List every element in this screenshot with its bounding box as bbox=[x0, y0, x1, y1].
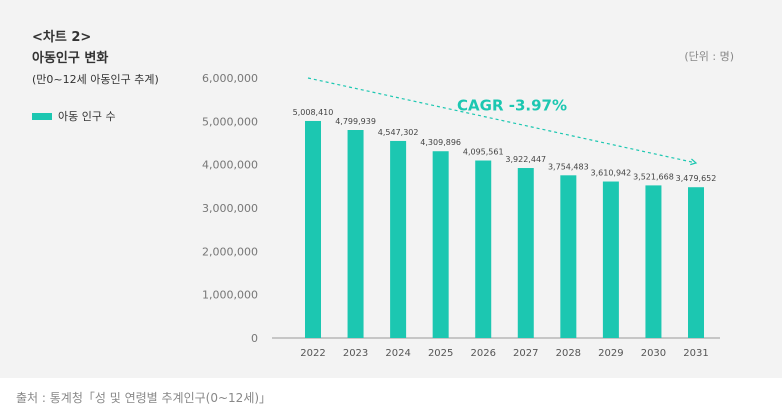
data-label: 4,547,302 bbox=[378, 128, 419, 137]
data-label: 4,095,561 bbox=[463, 148, 504, 157]
cagr-label: CAGR -3.97% bbox=[457, 96, 567, 114]
data-label: 3,521,668 bbox=[633, 172, 674, 181]
bar-chart: 0 1,000,000 2,000,000 3,000,000 4,000,000 5,0… bbox=[202, 72, 720, 359]
y-tick-label: 0 bbox=[251, 332, 258, 345]
data-label: 4,309,896 bbox=[420, 138, 461, 147]
x-tick-label: 2022 bbox=[300, 348, 325, 359]
data-label: 3,610,942 bbox=[591, 169, 632, 178]
x-tick-label: 2028 bbox=[556, 348, 581, 359]
bar bbox=[432, 151, 449, 338]
source-note: 출처 : 통계청「성 및 연령별 추계인구(0~12세)」 bbox=[16, 391, 272, 405]
bar bbox=[347, 130, 364, 338]
chart-title: 아동인구 변화 bbox=[32, 51, 109, 66]
y-tick-label: 5,000,000 bbox=[202, 115, 258, 128]
bar bbox=[560, 175, 577, 338]
x-tick-label: 2027 bbox=[513, 348, 538, 359]
bar bbox=[390, 140, 407, 338]
cagr-arrowhead bbox=[690, 158, 698, 166]
x-tick-label: 2029 bbox=[598, 348, 623, 359]
cagr-trend-line bbox=[307, 77, 697, 164]
data-label: 3,479,652 bbox=[676, 174, 717, 183]
bar bbox=[602, 181, 619, 338]
chart-subtitle: (만0~12세 아동인구 추계) bbox=[32, 73, 159, 86]
unit-label: (단위 : 명) bbox=[684, 50, 734, 63]
data-label: 5,008,410 bbox=[293, 108, 334, 117]
data-label: 3,754,483 bbox=[548, 162, 589, 171]
bar bbox=[475, 160, 492, 338]
legend: 아동 인구 수 bbox=[32, 108, 116, 124]
y-tick-label: 2,000,000 bbox=[202, 245, 258, 258]
x-tick-label: 2031 bbox=[683, 348, 708, 359]
y-tick-label: 4,000,000 bbox=[202, 159, 258, 172]
y-tick-label: 1,000,000 bbox=[202, 289, 258, 302]
x-tick-label: 2024 bbox=[385, 348, 410, 359]
x-tick-label: 2025 bbox=[428, 348, 453, 359]
chart-tag: <차트 2> bbox=[32, 30, 92, 45]
data-label: 3,922,447 bbox=[505, 155, 546, 164]
bar bbox=[645, 185, 662, 338]
data-label: 4,799,939 bbox=[335, 117, 376, 126]
y-tick-label: 6,000,000 bbox=[202, 72, 258, 85]
legend-label: 아동 인구 수 bbox=[58, 110, 116, 123]
bar bbox=[688, 187, 704, 338]
y-tick-label: 3,000,000 bbox=[202, 202, 258, 215]
x-tick-label: 2026 bbox=[470, 348, 495, 359]
legend-swatch bbox=[32, 112, 52, 120]
x-tick-label: 2023 bbox=[343, 348, 368, 359]
bar bbox=[517, 168, 534, 338]
x-tick-label: 2030 bbox=[641, 348, 666, 359]
bar bbox=[305, 120, 321, 338]
